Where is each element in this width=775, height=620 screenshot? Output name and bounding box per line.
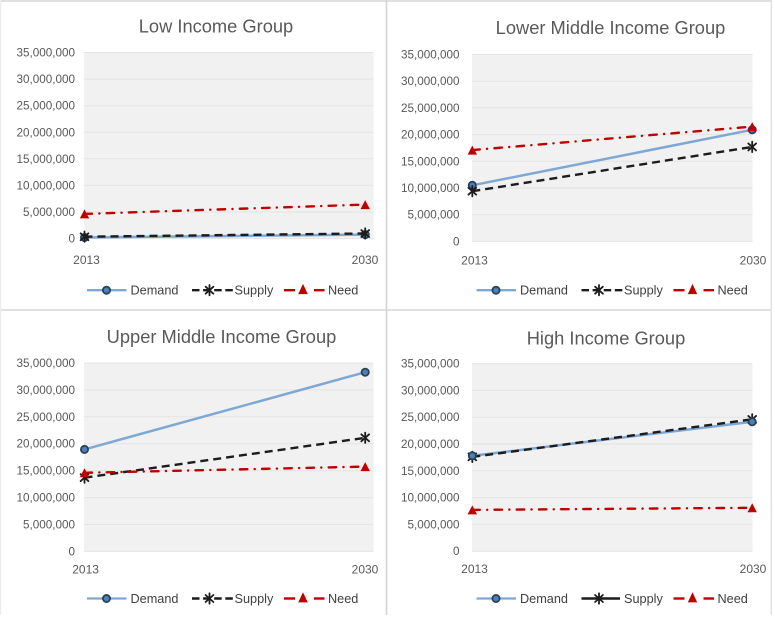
svg-text:2013: 2013 [72,562,99,576]
svg-text:20,000,000: 20,000,000 [401,438,460,451]
svg-text:Supply: Supply [235,284,274,298]
svg-text:25,000,000: 25,000,000 [17,411,76,424]
svg-text:High Income Group: High Income Group [527,328,686,349]
svg-text:35,000,000: 35,000,000 [17,357,76,370]
svg-text:Upper Middle Income Group: Upper Middle Income Group [107,326,337,347]
svg-text:35,000,000: 35,000,000 [401,49,460,62]
svg-text:Demand: Demand [520,284,568,298]
svg-text:25,000,000: 25,000,000 [401,102,460,115]
svg-text:5,000,000: 5,000,000 [408,518,460,531]
svg-text:30,000,000: 30,000,000 [17,384,76,397]
svg-text:10,000,000: 10,000,000 [401,182,460,195]
svg-text:Demand: Demand [131,592,179,606]
svg-text:15,000,000: 15,000,000 [401,155,460,168]
svg-text:20,000,000: 20,000,000 [17,438,76,451]
svg-text:2013: 2013 [73,253,100,267]
svg-text:Need: Need [328,284,358,298]
svg-text:0: 0 [68,233,75,246]
svg-text:0: 0 [453,235,460,248]
svg-text:2013: 2013 [461,254,488,268]
svg-text:Supply: Supply [624,592,663,606]
svg-text:30,000,000: 30,000,000 [401,75,460,88]
svg-text:10,000,000: 10,000,000 [401,492,460,505]
svg-text:15,000,000: 15,000,000 [17,153,76,166]
svg-text:Low Income Group: Low Income Group [139,16,293,37]
svg-text:20,000,000: 20,000,000 [17,126,76,139]
svg-text:25,000,000: 25,000,000 [17,100,76,113]
svg-text:Supply: Supply [624,284,663,298]
svg-text:0: 0 [68,545,75,558]
svg-text:Lower Middle Income Group: Lower Middle Income Group [496,17,726,38]
svg-text:Supply: Supply [235,592,274,606]
svg-text:5,000,000: 5,000,000 [408,209,460,222]
svg-text:30,000,000: 30,000,000 [17,73,76,86]
svg-text:2030: 2030 [352,562,379,576]
svg-text:2013: 2013 [461,562,488,576]
svg-text:2030: 2030 [740,254,767,268]
svg-text:30,000,000: 30,000,000 [401,384,460,397]
svg-text:Demand: Demand [520,592,568,606]
svg-text:20,000,000: 20,000,000 [401,129,460,142]
svg-text:15,000,000: 15,000,000 [401,465,460,478]
svg-text:35,000,000: 35,000,000 [17,47,76,60]
svg-text:Need: Need [718,284,748,298]
svg-text:5,000,000: 5,000,000 [23,206,75,219]
svg-text:25,000,000: 25,000,000 [401,411,460,424]
svg-text:5,000,000: 5,000,000 [23,519,75,532]
svg-text:Need: Need [328,592,358,606]
svg-text:2030: 2030 [352,253,379,267]
svg-text:Demand: Demand [131,284,179,298]
svg-text:Need: Need [718,592,748,606]
svg-text:35,000,000: 35,000,000 [401,358,460,371]
svg-text:2030: 2030 [740,562,767,576]
svg-text:10,000,000: 10,000,000 [17,492,76,505]
svg-text:0: 0 [453,545,460,558]
svg-text:10,000,000: 10,000,000 [17,179,76,192]
svg-text:15,000,000: 15,000,000 [17,465,76,478]
